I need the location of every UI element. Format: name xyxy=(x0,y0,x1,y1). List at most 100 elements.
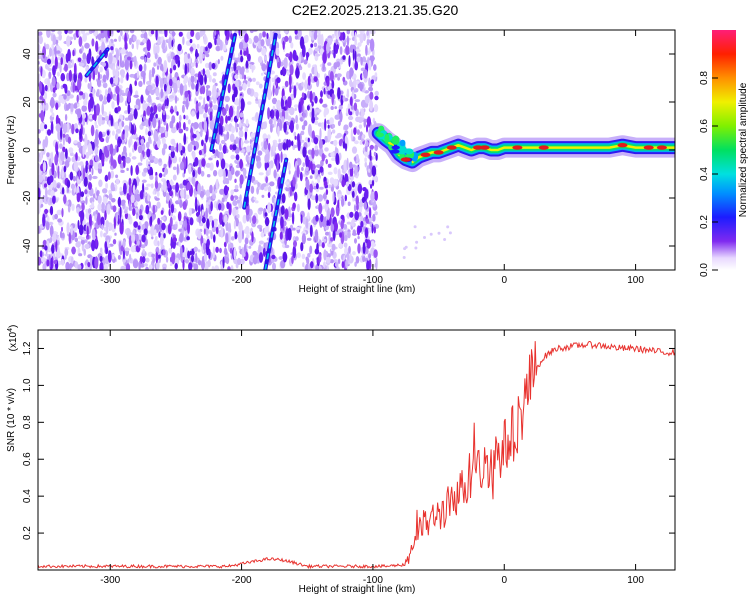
spectrogram-noise-cell xyxy=(310,43,314,48)
spectrogram-noise-cell xyxy=(323,249,327,261)
spectrogram-noise-cell xyxy=(289,64,294,76)
spectrogram-noise-cell xyxy=(345,259,348,269)
spectrogram-noise-cell xyxy=(90,30,95,33)
spectrogram-noise-cell xyxy=(109,143,114,155)
spectrogram-noise-cell xyxy=(348,245,351,254)
spectrogram-noise-cell xyxy=(327,163,332,168)
spectrogram-noise-cell xyxy=(41,69,46,79)
spectrogram-noise-cell xyxy=(360,215,364,222)
spectrogram-noise-cell xyxy=(173,64,177,71)
snr-series-line xyxy=(38,341,675,570)
spectrogram-noise-cell xyxy=(360,220,364,228)
spectrogram-noise-cell xyxy=(134,104,139,110)
spectrogram-noise-cell xyxy=(357,236,360,240)
spectrogram-noise-cell xyxy=(75,241,81,248)
spectrogram-noise-cell xyxy=(224,123,229,132)
spectrogram-noise-cell xyxy=(165,192,170,202)
spectrogram-noise-cell xyxy=(246,87,252,95)
spectrogram-streak-core xyxy=(264,159,288,270)
spectrogram-noise-cell xyxy=(340,94,344,106)
spectrogram-noise-cell xyxy=(238,41,244,51)
spectrogram-noise-cell xyxy=(84,239,88,243)
spectrogram-noise-cell xyxy=(238,221,243,231)
spectrogram-noise-cell xyxy=(179,199,183,208)
spectrogram-noise-cell xyxy=(243,140,250,144)
spectrogram-noise-cell xyxy=(38,225,41,234)
spectrogram-noise-cell xyxy=(340,214,345,220)
spectrogram-noise-cell xyxy=(86,53,91,65)
spectrogram-noise-cell xyxy=(307,137,310,143)
spectrogram-noise-cell xyxy=(78,30,81,37)
spectrogram-noise-cell xyxy=(155,171,158,177)
spectrogram-noise-cell xyxy=(99,66,103,73)
spectrogram-noise-cell xyxy=(137,145,143,154)
spectrogram-noise-cell xyxy=(321,153,325,162)
spectrogram-noise-cell xyxy=(89,81,92,93)
spectrogram-noise-cell xyxy=(174,105,178,114)
spectrogram-noise-cell xyxy=(130,165,133,176)
spectrogram-noise-cell xyxy=(305,218,309,229)
spectrogram-noise-cell xyxy=(339,46,343,55)
spectrogram-noise-cell xyxy=(267,149,270,162)
spectrogram-noise-cell xyxy=(79,128,82,139)
spectrogram-noise-cell xyxy=(235,154,240,161)
spectrogram-noise-cell xyxy=(317,257,320,264)
spectrogram-noise-cell xyxy=(183,78,187,85)
spectrogram-noise-cell xyxy=(344,135,348,144)
colorbar-scale xyxy=(712,30,736,270)
spectrogram-noise-cell xyxy=(160,88,164,99)
spectrogram-noise-cell xyxy=(281,66,287,77)
spectrogram-noise-cell xyxy=(111,197,116,203)
spectrogram-noise-cell xyxy=(45,43,50,50)
spectrogram-noise-cell xyxy=(267,107,271,120)
spectrogram-noise-cell xyxy=(292,144,298,148)
spectrogram-noise-cell xyxy=(327,242,333,248)
spectrogram-noise-cell xyxy=(181,104,185,114)
spectrogram-noise-cell xyxy=(137,233,142,240)
spectrogram-noise-cell xyxy=(267,134,271,140)
spectrogram-noise-cell xyxy=(124,110,129,114)
spectrogram-noise-cell xyxy=(106,203,111,215)
spectrogram-noise-cell xyxy=(178,120,182,130)
spectrogram-noise-cell xyxy=(365,189,369,199)
spectrogram-noise-cell xyxy=(60,57,63,66)
spectrogram-noise-cell xyxy=(146,51,151,59)
spectrogram-noise-cell xyxy=(277,125,280,137)
spectrogram-noise-cell xyxy=(46,58,52,65)
spectrogram-noise-cell xyxy=(346,251,350,261)
spectrogram-noise-cell xyxy=(115,68,119,80)
spectrogram-noise-cell xyxy=(289,106,295,116)
spectrogram-noise-cell xyxy=(319,128,322,140)
spectrogram-noise-cell xyxy=(229,247,233,254)
spectrogram-noise-cell xyxy=(212,194,217,200)
spectrogram-noise-cell xyxy=(214,37,217,46)
spectrogram-noise-cell xyxy=(117,196,121,208)
spectrogram-noise-cell xyxy=(224,30,228,37)
spectrogram-noise-cell xyxy=(168,200,171,209)
spectrogram-noise-cell xyxy=(171,185,177,190)
spectrogram-noise-cell xyxy=(356,56,361,63)
spectrogram-noise-cell xyxy=(145,118,149,128)
spectrogram-noise-cell xyxy=(273,117,277,128)
spectrogram-noise-cell xyxy=(44,135,49,148)
spectrogram-noise-cell xyxy=(289,186,292,197)
spectrogram-noise-cell xyxy=(204,263,209,270)
colorbar-tick-label: 0.4 xyxy=(699,167,710,181)
spectrogram-noise-cell xyxy=(218,89,221,97)
spectrogram-noise-cell xyxy=(197,205,201,215)
spectrogram-noise-cell xyxy=(323,261,326,268)
spectrogram-noise-cell xyxy=(277,61,280,69)
spectrogram-x-axis-label: Height of straight line (km) xyxy=(299,284,416,295)
spectrogram-noise-cell xyxy=(289,51,293,63)
spectrogram-noise-cell xyxy=(182,100,187,105)
spectrogram-noise-cell xyxy=(38,183,41,189)
spectrogram-noise-cell xyxy=(194,76,197,84)
spectrogram-noise-cell xyxy=(370,55,375,62)
spectrogram-noise-cell xyxy=(128,37,132,45)
spectrogram-noise-cell xyxy=(366,260,370,270)
spectrogram-noise-cell xyxy=(69,171,74,181)
spectrogram-noise-cell xyxy=(63,194,67,205)
spectrogram-noise-cell xyxy=(222,256,225,269)
spectrogram-noise-cell xyxy=(340,219,344,230)
spectrogram-noise-cell xyxy=(97,114,103,127)
